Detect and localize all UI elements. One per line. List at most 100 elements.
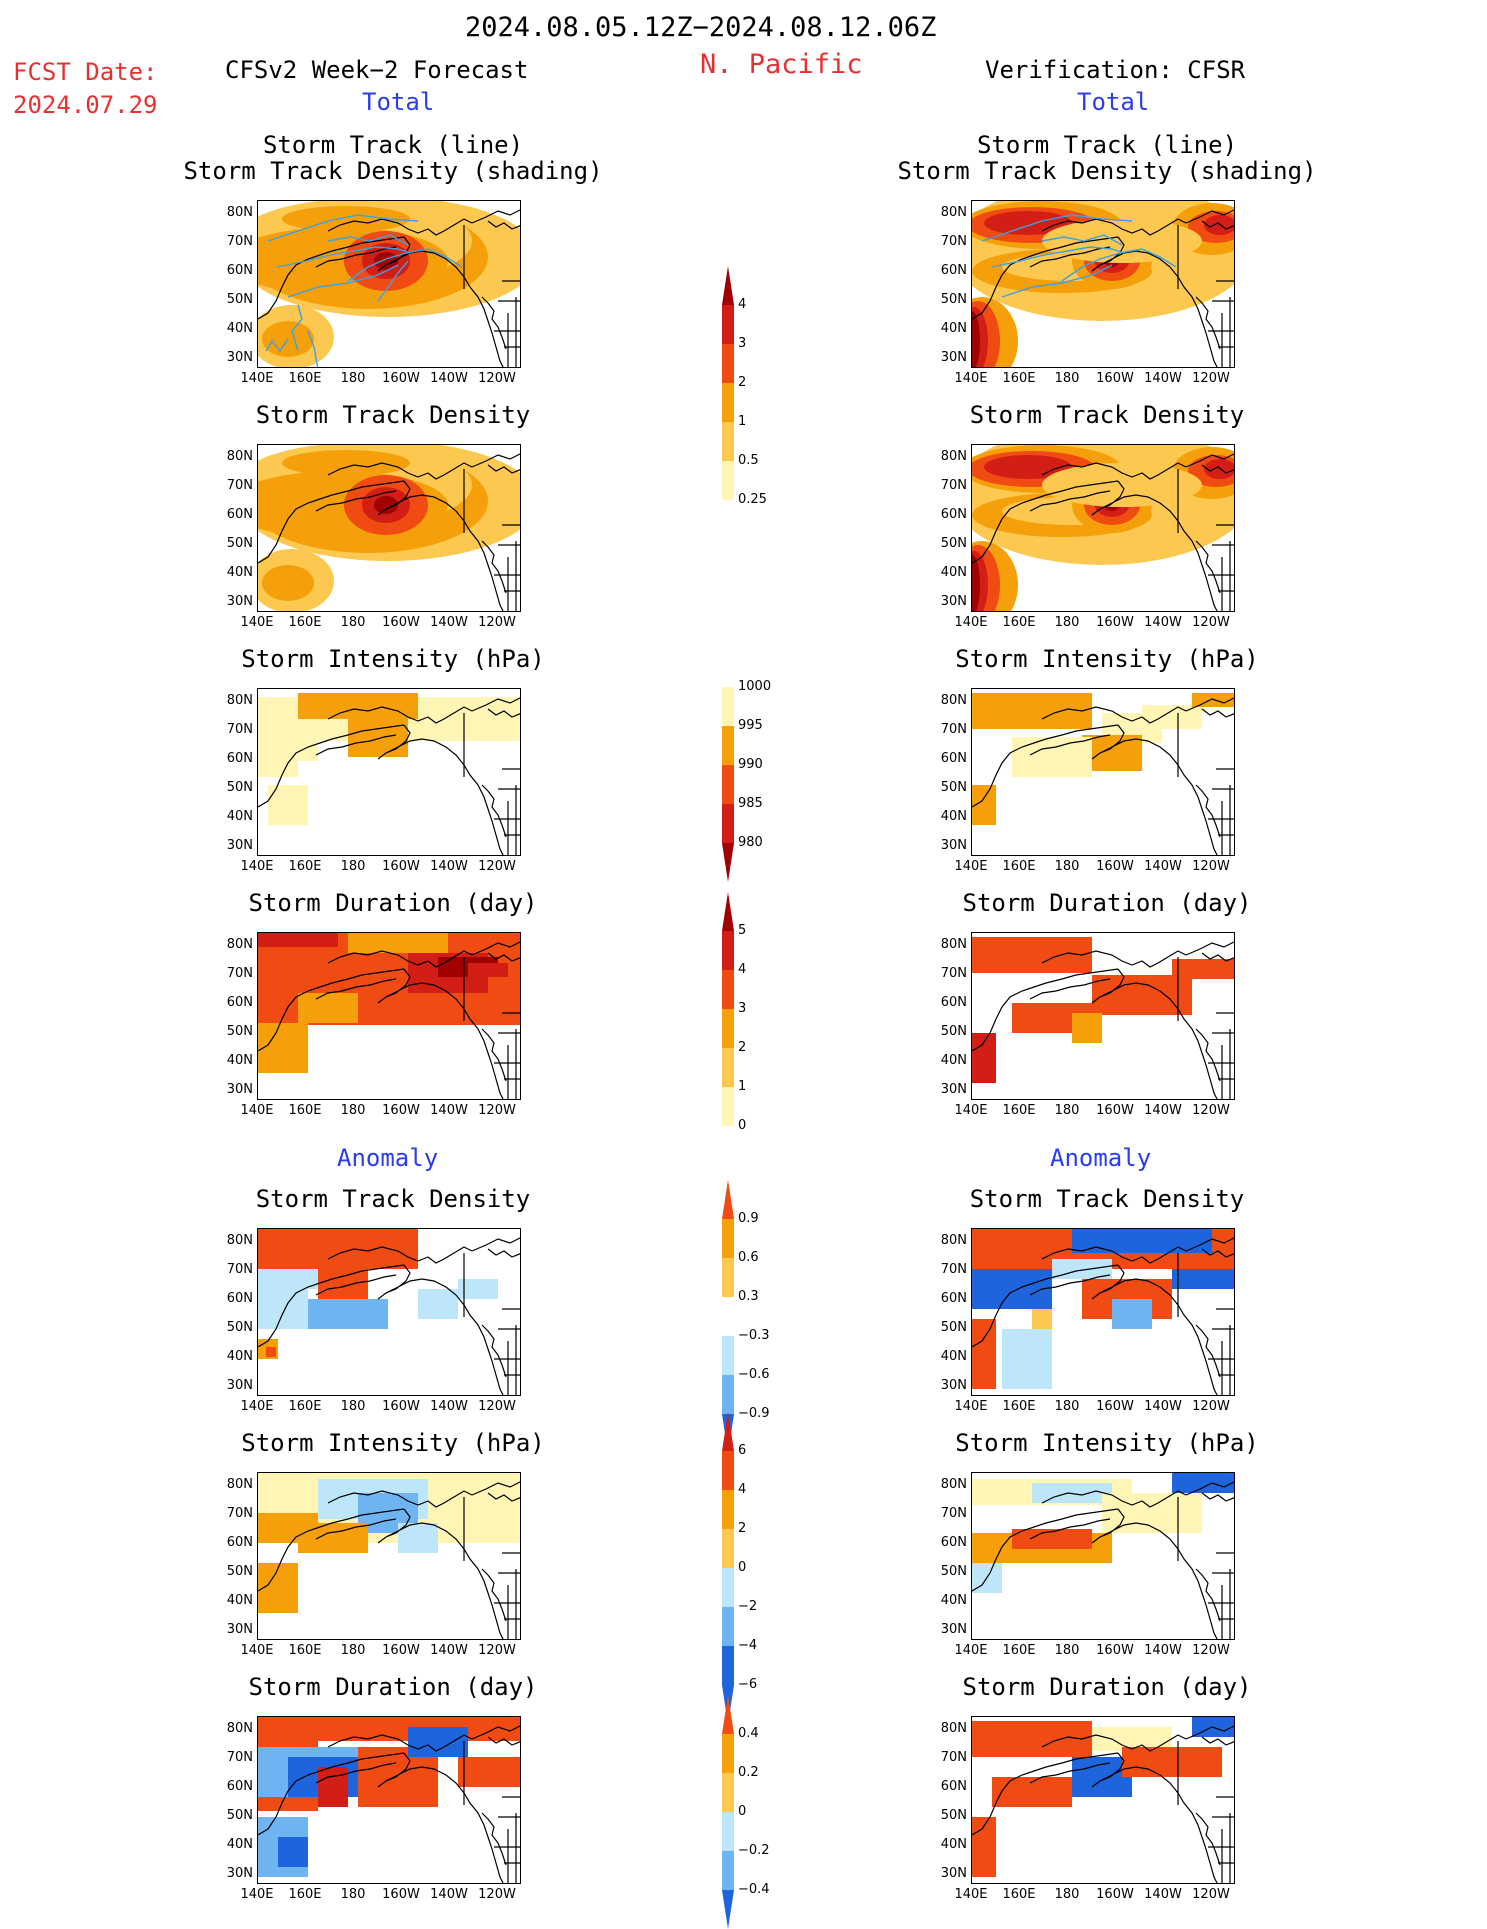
colorbar-label: 0 bbox=[738, 1804, 747, 1819]
lon-tick-label: 120W bbox=[478, 1103, 516, 1118]
lat-tick-label: 40N bbox=[940, 1053, 967, 1068]
lon-tick-label: 160E bbox=[288, 1399, 322, 1414]
lon-tick-label: 140W bbox=[1144, 371, 1182, 386]
lat-tick-label: 30N bbox=[226, 1866, 253, 1881]
left-total-label: Total bbox=[362, 88, 435, 116]
lat-tick-label: 70N bbox=[226, 1750, 253, 1765]
lat-tick-label: 80N bbox=[226, 1477, 253, 1492]
lat-tick-label: 50N bbox=[940, 780, 967, 795]
colorbar-label: 2 bbox=[738, 375, 747, 390]
colorbar-label: 0.4 bbox=[738, 1726, 759, 1741]
map-forecast-duration bbox=[257, 932, 521, 1100]
lat-tick-label: 60N bbox=[940, 1291, 967, 1306]
colorbar-label: −0.6 bbox=[738, 1367, 770, 1382]
lat-tick-label: 40N bbox=[940, 565, 967, 580]
lon-tick-label: 140W bbox=[1144, 615, 1182, 630]
lon-tick-label: 160E bbox=[1002, 1399, 1036, 1414]
colorbar-label: −0.9 bbox=[738, 1406, 770, 1421]
colorbar-label: 0.5 bbox=[738, 453, 759, 468]
lon-tick-label: 160W bbox=[382, 371, 420, 386]
map-field-svg bbox=[972, 937, 1234, 1099]
lon-tick-label: 140W bbox=[1144, 1643, 1182, 1658]
lon-tick-label: 140W bbox=[430, 615, 468, 630]
colorbar-intensity-anomaly bbox=[722, 1412, 734, 1724]
lon-tick-label: 160E bbox=[1002, 371, 1036, 386]
colorbar-label: 990 bbox=[738, 757, 763, 772]
lon-tick-label: 120W bbox=[478, 371, 516, 386]
lat-tick-label: 60N bbox=[940, 507, 967, 522]
lat-tick-label: 40N bbox=[226, 1593, 253, 1608]
lon-tick-label: 160E bbox=[1002, 859, 1036, 874]
lat-tick-label: 60N bbox=[226, 995, 253, 1010]
lon-tick-label: 140E bbox=[240, 1887, 274, 1902]
lon-tick-label: 160E bbox=[288, 615, 322, 630]
left-anomaly-label: Anomaly bbox=[337, 1144, 439, 1172]
lon-tick-label: 160W bbox=[382, 859, 420, 874]
lat-tick-label: 60N bbox=[226, 263, 253, 278]
right-total-label: Total bbox=[1077, 88, 1150, 116]
colorbar-label: 1 bbox=[738, 1079, 747, 1094]
lat-tick-label: 80N bbox=[226, 937, 253, 952]
lat-tick-label: 30N bbox=[940, 350, 967, 365]
left-p3-title: Storm Intensity (hPa) bbox=[241, 645, 545, 673]
lat-tick-label: 60N bbox=[226, 507, 253, 522]
lon-tick-label: 140W bbox=[1144, 1887, 1182, 1902]
colorbar-label: 1000 bbox=[738, 679, 772, 694]
lon-tick-label: 160E bbox=[288, 1887, 322, 1902]
lat-tick-label: 40N bbox=[940, 809, 967, 824]
lat-tick-label: 40N bbox=[940, 321, 967, 336]
lat-tick-label: 80N bbox=[940, 1233, 967, 1248]
colorbar-label: 0.2 bbox=[738, 1765, 759, 1780]
right-p4-title: Storm Duration (day) bbox=[962, 889, 1252, 917]
lat-tick-label: 30N bbox=[226, 1082, 253, 1097]
lon-tick-label: 180 bbox=[340, 371, 366, 386]
colorbar-intensity bbox=[722, 648, 734, 882]
colorbar-label: −0.2 bbox=[738, 1843, 770, 1858]
lon-tick-label: 140W bbox=[430, 371, 468, 386]
lon-tick-label: 180 bbox=[1054, 1103, 1080, 1118]
lat-tick-label: 70N bbox=[940, 478, 967, 493]
map-verification-density-anomaly bbox=[971, 1228, 1235, 1396]
map-verification-duration-anomaly bbox=[971, 1716, 1235, 1884]
lat-tick-label: 80N bbox=[940, 1721, 967, 1736]
lon-tick-label: 180 bbox=[340, 615, 366, 630]
lat-tick-label: 70N bbox=[940, 966, 967, 981]
lon-tick-label: 120W bbox=[478, 859, 516, 874]
fcst-date-value: 2024.07.29 bbox=[13, 91, 158, 119]
date-range-title: 2024.08.05.12Z−2024.08.12.06Z bbox=[465, 12, 937, 43]
map-forecast-duration-anomaly bbox=[257, 1716, 521, 1884]
lat-tick-label: 70N bbox=[226, 234, 253, 249]
lat-tick-label: 70N bbox=[940, 234, 967, 249]
lon-tick-label: 180 bbox=[1054, 859, 1080, 874]
map-verification-intensity-anomaly bbox=[971, 1472, 1235, 1640]
lat-tick-label: 30N bbox=[226, 594, 253, 609]
lat-tick-label: 40N bbox=[226, 1053, 253, 1068]
lat-tick-label: 80N bbox=[940, 1477, 967, 1492]
left-p7-title: Storm Duration (day) bbox=[248, 1673, 538, 1701]
map-field-svg bbox=[258, 445, 520, 611]
left-p6-title: Storm Intensity (hPa) bbox=[241, 1429, 545, 1457]
lon-tick-label: 180 bbox=[340, 1103, 366, 1118]
colorbar-label: 4 bbox=[738, 962, 747, 977]
lat-tick-label: 80N bbox=[226, 1721, 253, 1736]
colorbar-label: −6 bbox=[738, 1677, 758, 1692]
lon-tick-label: 120W bbox=[1192, 1887, 1230, 1902]
lon-tick-label: 140E bbox=[954, 1103, 988, 1118]
colorbar-label: 980 bbox=[738, 835, 763, 850]
lon-tick-label: 160E bbox=[1002, 615, 1036, 630]
lat-tick-label: 70N bbox=[226, 966, 253, 981]
lon-tick-label: 140E bbox=[954, 859, 988, 874]
lat-tick-label: 70N bbox=[940, 1262, 967, 1277]
map-forecast-intensity-anomaly bbox=[257, 1472, 521, 1640]
lon-tick-label: 140W bbox=[430, 1103, 468, 1118]
map-verification-intensity bbox=[971, 688, 1235, 856]
lat-tick-label: 50N bbox=[940, 1320, 967, 1335]
colorbar-duration bbox=[722, 892, 734, 1165]
lat-tick-label: 50N bbox=[940, 1564, 967, 1579]
lon-tick-label: 140W bbox=[1144, 1399, 1182, 1414]
lat-tick-label: 40N bbox=[226, 809, 253, 824]
lon-tick-label: 140E bbox=[954, 1887, 988, 1902]
lon-tick-label: 160W bbox=[1096, 1103, 1134, 1118]
lon-tick-label: 120W bbox=[478, 1887, 516, 1902]
map-field-svg bbox=[972, 1473, 1234, 1639]
